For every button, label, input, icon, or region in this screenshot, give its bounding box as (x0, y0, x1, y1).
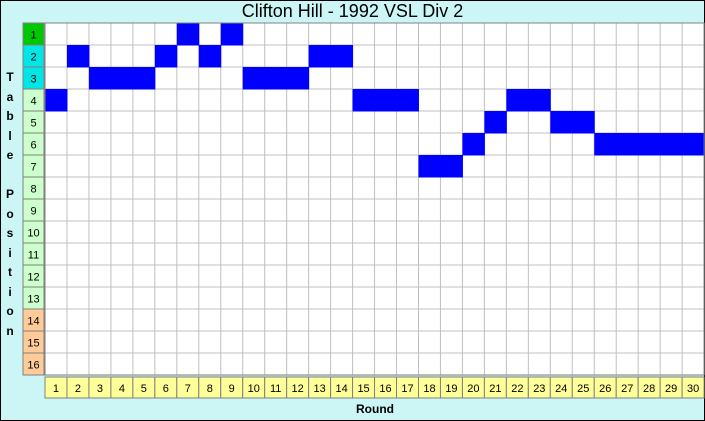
x-tick-label: 21 (489, 383, 501, 395)
x-tick-label: 10 (248, 383, 260, 395)
data-cell (396, 89, 419, 112)
data-cell (45, 89, 68, 112)
x-tick-label: 2 (75, 383, 81, 395)
y-tick-label: 9 (30, 206, 36, 218)
x-tick-label: 1 (53, 383, 59, 395)
data-cell (638, 133, 661, 156)
data-cell (352, 89, 376, 112)
data-cell (66, 45, 90, 68)
data-cell (462, 133, 485, 156)
x-tick-label: 14 (335, 383, 347, 395)
x-tick-label: 26 (599, 383, 611, 395)
data-cell (682, 133, 705, 156)
x-tick-label: 4 (119, 383, 125, 395)
plot-border (44, 22, 705, 376)
x-tick-label: 18 (423, 383, 435, 395)
y-tick-label: 3 (30, 74, 36, 86)
x-tick-label: 22 (511, 383, 523, 395)
x-tick-label: 6 (163, 383, 169, 395)
y-tick-label: 10 (27, 228, 39, 240)
data-cell (374, 89, 398, 112)
y-tick-label: 12 (27, 272, 39, 284)
data-cell (110, 67, 134, 90)
x-tick-label: 17 (401, 383, 413, 395)
data-cell (330, 45, 354, 68)
y-tick-label: 6 (30, 140, 36, 152)
data-cell (198, 45, 222, 68)
data-cell (154, 45, 178, 68)
x-tick-label: 7 (185, 383, 191, 395)
x-tick-label: 25 (577, 383, 589, 395)
y-tick-label: 7 (30, 162, 36, 174)
x-tick-label: 11 (270, 383, 281, 395)
x-tick-label: 24 (555, 383, 567, 395)
data-cell (242, 67, 266, 90)
data-cell (616, 133, 639, 156)
y-tick-label: 13 (27, 294, 39, 306)
data-cell (286, 67, 310, 90)
data-cell (506, 89, 529, 112)
x-tick-box (681, 376, 705, 399)
data-cell (132, 67, 156, 90)
x-tick-label: 13 (314, 383, 326, 395)
data-cell (440, 155, 463, 178)
y-tick-label: 16 (27, 360, 39, 372)
data-cell (484, 111, 507, 134)
data-cell (176, 23, 200, 46)
y-tick-label: 1 (30, 30, 36, 42)
data-cell (660, 133, 683, 156)
y-tick-label: 8 (30, 184, 36, 196)
data-cell (594, 133, 617, 156)
x-tick-label: 29 (665, 383, 677, 395)
y-tick-box (22, 352, 45, 376)
data-cell (88, 67, 112, 90)
x-tick-label: 15 (357, 383, 369, 395)
x-tick-label: 3 (97, 383, 103, 395)
y-tick-label: 2 (30, 52, 36, 64)
x-tick-label: 9 (229, 383, 235, 395)
data-cell (572, 111, 595, 134)
data-cell (528, 89, 551, 112)
y-tick-label: 11 (28, 250, 39, 262)
y-tick-label: 14 (27, 316, 39, 328)
chart-title: Clifton Hill - 1992 VSL Div 2 (241, 1, 464, 21)
y-tick-label: 4 (30, 96, 36, 108)
x-tick-label: 30 (687, 383, 699, 395)
x-tick-label: 28 (643, 383, 655, 395)
data-cell (220, 23, 244, 46)
x-tick-label: 12 (292, 383, 304, 395)
data-cell (418, 155, 441, 178)
data-cell (550, 111, 573, 134)
x-tick-label: 5 (141, 383, 147, 395)
y-tick-label: 5 (30, 118, 36, 130)
data-cell (308, 45, 332, 68)
y-tick-label: 15 (27, 338, 39, 350)
x-tick-label: 23 (533, 383, 545, 395)
x-tick-label: 16 (379, 383, 391, 395)
x-tick-label: 20 (467, 383, 479, 395)
x-tick-label: 27 (621, 383, 633, 395)
data-cell (264, 67, 288, 90)
x-tick-label: 8 (207, 383, 213, 395)
x-axis-label: Round (356, 402, 394, 416)
x-tick-label: 19 (445, 383, 457, 395)
